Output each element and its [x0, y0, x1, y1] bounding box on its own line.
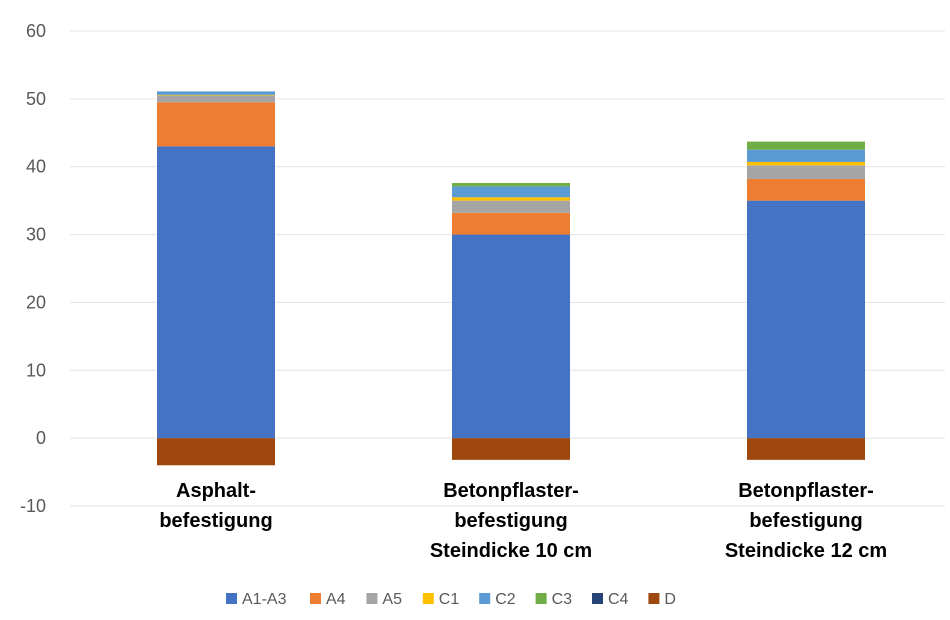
category-label: Steindicke 10 cm: [430, 540, 592, 562]
bar-segment-c2: [747, 149, 865, 162]
category-label: Asphalt-: [176, 480, 256, 502]
bar-segment-c2: [452, 186, 570, 198]
legend-label: C1: [439, 591, 460, 608]
legend-swatch-d: [648, 593, 660, 604]
legend-swatch-c2: [479, 593, 491, 604]
category-label: befestigung: [749, 510, 862, 532]
bar-segment-a1-a3: [747, 200, 865, 439]
y-tick-label: 30: [26, 225, 46, 245]
bar-segment-a4: [452, 212, 570, 235]
category-label: Steindicke 12 cm: [725, 540, 887, 562]
bar-segment-a4: [747, 178, 865, 201]
y-tick-label: 60: [26, 21, 46, 41]
y-tick-label: 0: [36, 428, 46, 448]
bar-segment-d: [157, 438, 275, 466]
bar-segment-d: [747, 438, 865, 460]
legend-label: C3: [552, 591, 573, 608]
bar-segment-c1: [157, 94, 275, 96]
legend-swatch-a1-a3: [226, 593, 237, 604]
bar-segment-c3: [452, 183, 570, 187]
legend-label: A5: [382, 591, 402, 608]
legend-swatch-c4: [592, 593, 603, 604]
y-tick-label: 20: [26, 292, 46, 312]
bar-segment-d: [452, 438, 570, 460]
bar-segment-c2: [157, 91, 275, 95]
legend-swatch-a5: [366, 593, 378, 604]
legend-swatch-c3: [535, 593, 547, 604]
category-label: Betonpflaster-: [443, 480, 579, 502]
category-label: befestigung: [159, 510, 272, 532]
y-tick-label: 10: [26, 360, 46, 380]
bar-segment-a5: [747, 165, 865, 179]
bar-segment-c3: [747, 141, 865, 150]
bar-segment-a4: [157, 102, 275, 147]
legend-label: C4: [608, 591, 629, 608]
legend-label: A4: [326, 591, 346, 608]
y-tick-label: -10: [20, 496, 46, 516]
category-label: befestigung: [454, 510, 567, 532]
legend-label: C2: [495, 591, 516, 608]
bar-segment-c1: [452, 197, 570, 201]
legend-swatch-c1: [422, 593, 434, 604]
bar-segment-a5: [157, 95, 275, 103]
legend-label: A1-A3: [242, 591, 287, 608]
legend-label: D: [664, 591, 676, 608]
bar-segment-a1-a3: [452, 234, 570, 439]
legend-swatch-a4: [310, 593, 321, 604]
y-tick-label: 50: [26, 89, 46, 109]
category-label: Betonpflaster-: [738, 480, 874, 502]
bar-segment-a1-a3: [157, 146, 275, 439]
y-tick-label: 40: [26, 157, 46, 177]
bar-segment-c1: [747, 161, 865, 166]
bar-segment-a5: [452, 200, 570, 213]
